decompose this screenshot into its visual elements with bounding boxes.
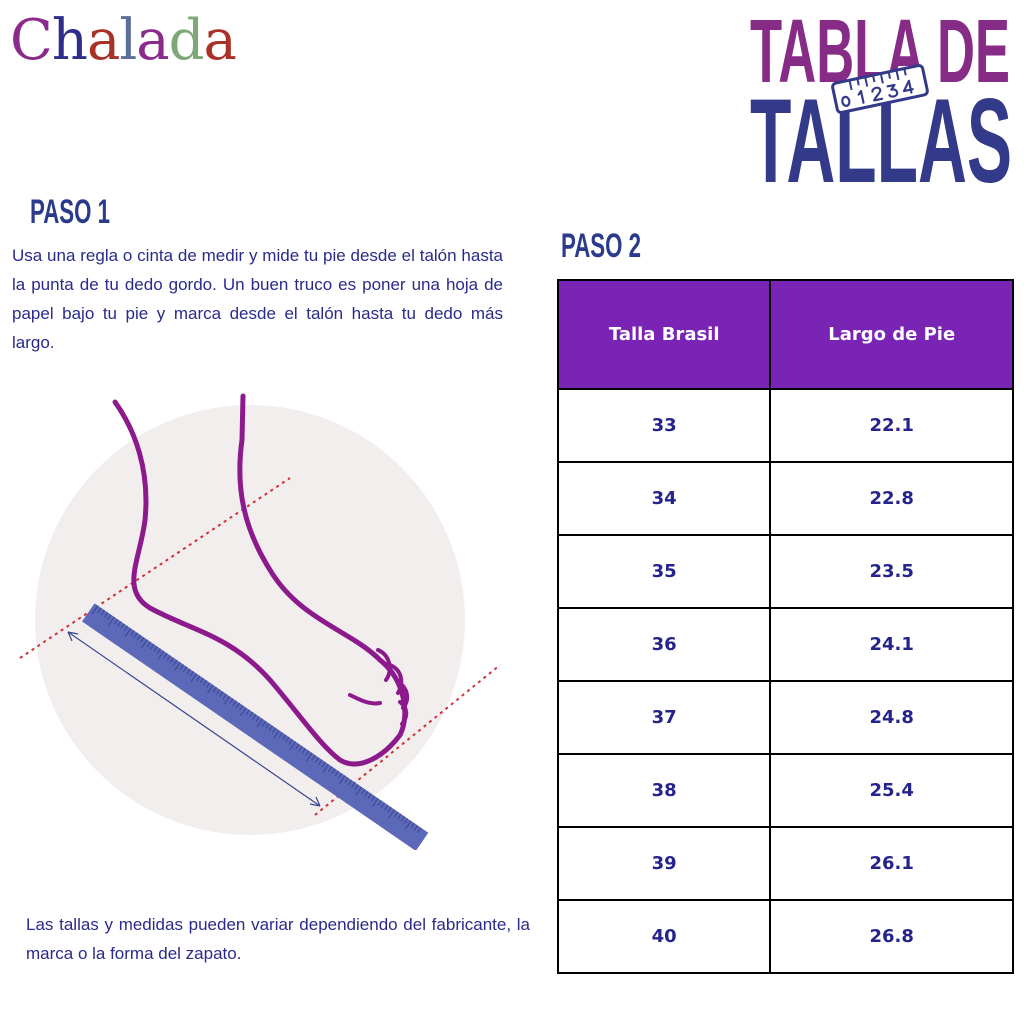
cell-largo: 22.1 [769,388,1014,463]
page-title: TABLA DE TALLAS [750,10,1012,190]
logo-letter: a [136,8,169,73]
table-row: 35 23.5 [556,534,1014,609]
ruler-badge-icon [831,64,929,114]
cell-largo: 24.8 [769,680,1014,755]
cell-largo: 25.4 [769,753,1014,828]
table-row: 37 24.8 [556,680,1014,755]
cell-talla: 40 [556,899,772,974]
step1-heading-wrap: PASO 1 [30,194,110,228]
table-row: 40 26.8 [556,899,1014,974]
table-row: 36 24.1 [556,607,1014,682]
cell-talla: 34 [556,461,772,536]
chalada-logo: Chalada [10,8,237,73]
table-header-row: Talla Brasil Largo de Pie [556,279,1014,390]
step2-heading-wrap: PASO 2 [561,228,641,262]
size-disclaimer: Las tallas y medidas pueden variar depen… [26,915,530,963]
cell-talla: 33 [556,388,772,463]
cell-largo: 26.1 [769,826,1014,901]
foot-measuring-illustration [19,393,501,850]
logo-letter: h [51,8,88,73]
step2-heading: PASO 2 [561,228,641,262]
step1-heading: PASO 1 [30,194,110,228]
cell-talla: 38 [556,753,772,828]
size-table: Talla Brasil Largo de Pie 33 22.1 34 22.8 35… [556,279,1014,974]
table-row: 33 22.1 [556,388,1014,463]
logo-letter: d [168,8,205,73]
cell-largo: 24.1 [769,607,1014,682]
logo-letter: a [86,8,120,73]
cell-largo: 23.5 [769,534,1014,609]
table-row: 39 26.1 [556,826,1014,901]
logo-letter: C [10,8,53,73]
cell-talla: 35 [556,534,772,609]
cell-talla: 36 [556,607,772,682]
step1-instructions: Usa una regla o cinta de medir y mide tu… [12,246,503,352]
table-row: 38 25.4 [556,753,1014,828]
cell-talla: 37 [556,680,772,755]
header-largo-de-pie: Largo de Pie [769,279,1014,390]
table-row: 34 22.8 [556,461,1014,536]
logo-letter: a [203,8,237,73]
cell-largo: 26.8 [769,899,1014,974]
cell-largo: 22.8 [769,461,1014,536]
cell-talla: 39 [556,826,772,901]
header-talla-brasil: Talla Brasil [556,279,772,390]
logo-letter: l [119,8,137,73]
